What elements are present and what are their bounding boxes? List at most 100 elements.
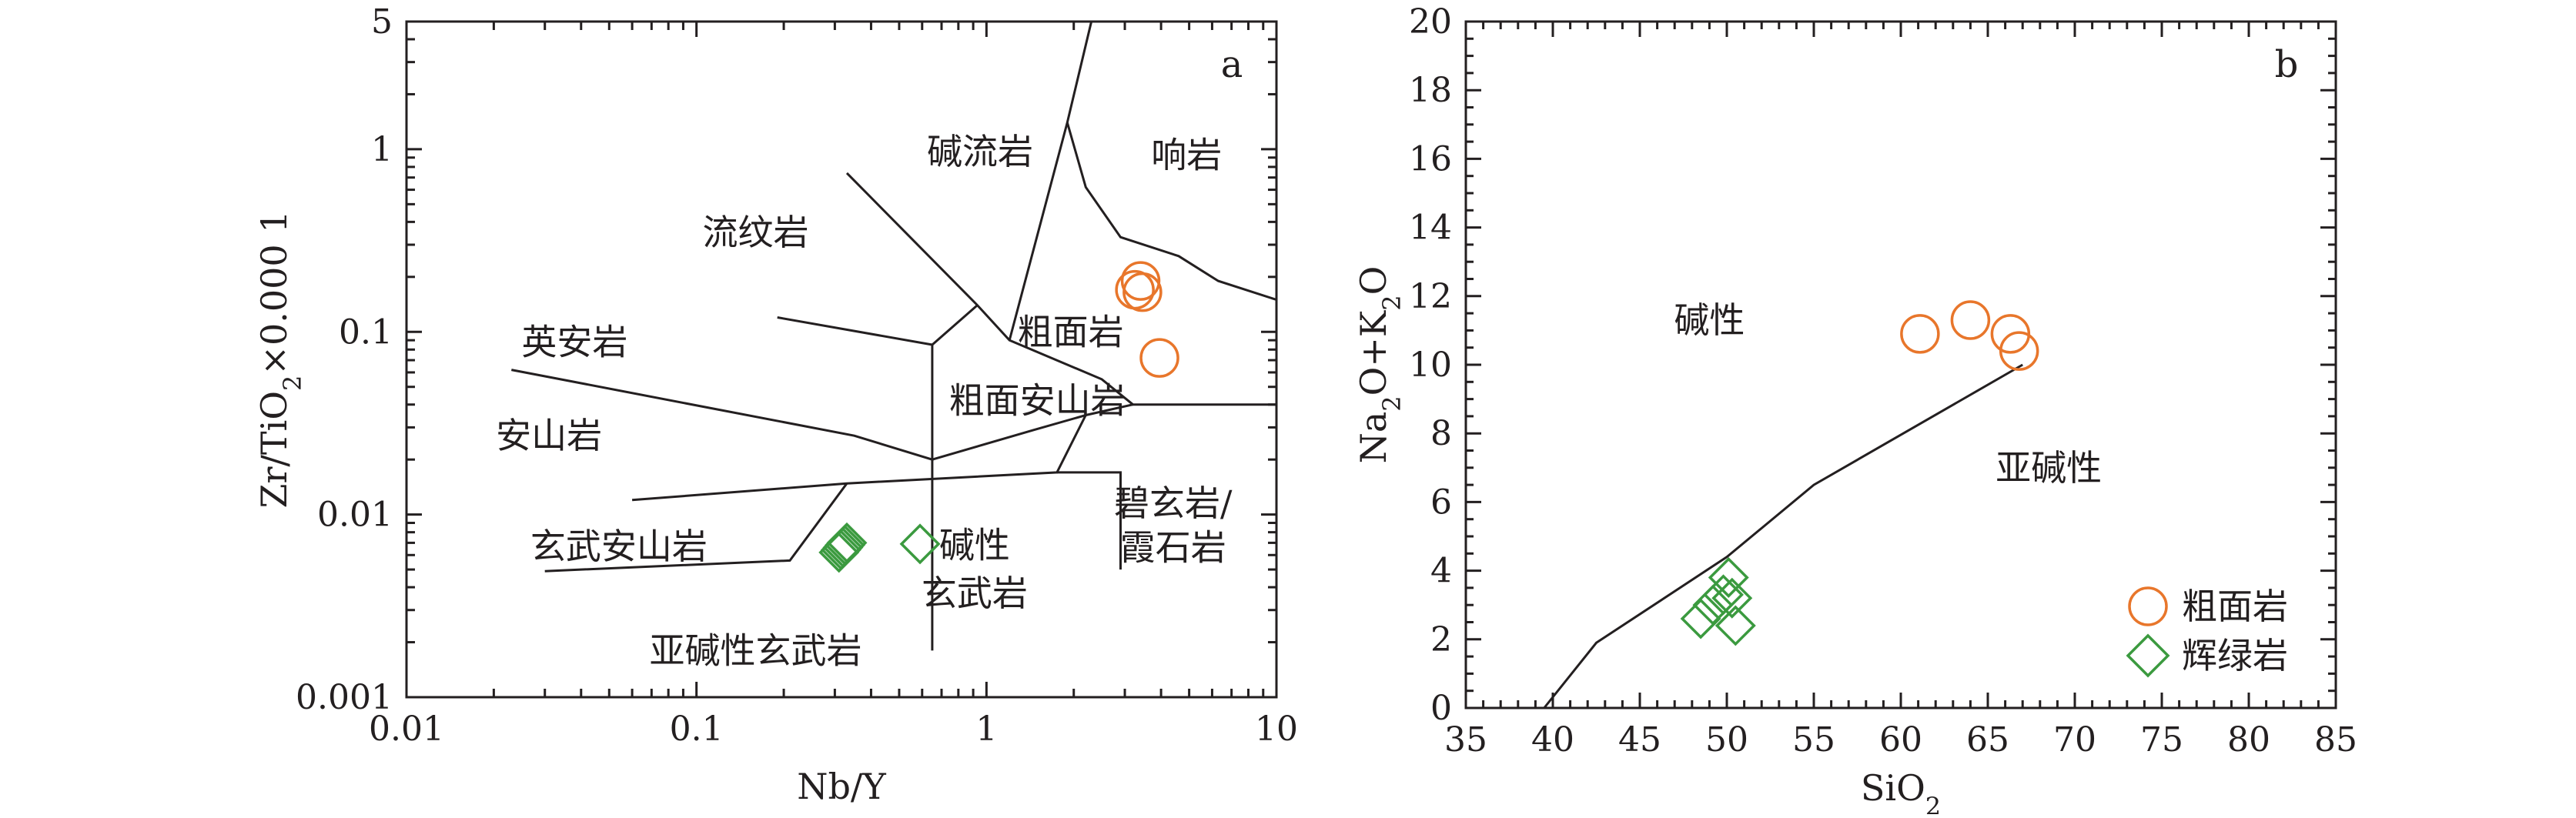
panel-b-alkaline-boundary	[1543, 363, 2023, 709]
panel-b-y-tick-label: 4	[1430, 552, 1452, 591]
panel-b-y-title-sub1: 2	[1377, 396, 1407, 411]
panel-b-x-tick-label: 80	[2227, 720, 2270, 760]
panel-b-diabase-point	[1692, 584, 1734, 626]
panel-a-field-label: 碱性	[939, 524, 1010, 566]
panel-b-y-tick-label: 8	[1430, 414, 1452, 453]
panel-b-x-tick-label: 85	[2314, 720, 2357, 760]
panel-a-trachyte-point	[1120, 261, 1161, 301]
panel-b-y-tick-label: 2	[1430, 620, 1452, 659]
panel-b-x-tick-label: 75	[2140, 720, 2183, 760]
panel-a-x-tick-label: 10	[1255, 709, 1298, 749]
legend-label-trachyte: 粗面岩	[2182, 586, 2288, 627]
panel-b-y-tick-label: 10	[1409, 346, 1452, 385]
panel-b-letter: b	[2275, 43, 2299, 86]
panel-b-x-tick-label: 70	[2053, 720, 2096, 760]
panel-b-x-tick-label: 40	[1531, 720, 1574, 760]
panel-a-ticks	[405, 20, 1278, 699]
panel-b-trachyte-point	[1900, 314, 1940, 354]
panel-a-field-label: 玄武安山岩	[530, 526, 708, 567]
legend-item-diabase: 辉绿岩	[2126, 633, 2288, 678]
panel-a-field-label: 粗面岩	[1018, 311, 1124, 352]
panel-b-chart: 35 40 45 50 55 60 65 70 75 80 8502468101214161820 …	[1353, 2, 2357, 818]
panel-a-y-title-pre: Zr/TiO	[253, 391, 295, 509]
panel-b-y-tick-label: 18	[1409, 71, 1452, 110]
panel-b-y-axis-title: Na2O+K2O	[1353, 266, 1407, 464]
panel-a-field-label: 玄武岩	[922, 573, 1028, 614]
panel-b-x-tick-label: 55	[1792, 720, 1835, 760]
panel-b-x-title-sub: 2	[1925, 792, 1941, 814]
panel-a-y-tick-label: 1	[371, 130, 393, 169]
panel-b-diabase-point	[1680, 598, 1721, 639]
panel-a-field-label: 霞石岩	[1120, 526, 1226, 568]
panel-b-tick-labels: 35 40 45 50 55 60 65 70 75 80 85 0 2 4 6 8 10 12 14 16 18 20	[1409, 2, 2357, 760]
panel-b-field-label: 亚碱性	[1996, 447, 2102, 489]
panel-a-field-boundary-line	[777, 304, 979, 346]
panel-a-field-label: 安山岩	[496, 415, 602, 456]
panel-a-x-tick-label: 1	[975, 709, 997, 749]
panel-b-x-axis-title: SiO2	[1861, 767, 1941, 814]
legend-diamond-marker	[2126, 633, 2170, 678]
panel-a-field-label: 流纹岩	[703, 212, 809, 253]
panel-a-x-axis-title: Nb/Y	[797, 766, 886, 807]
panel-a-y-tick-label: 0.1	[339, 312, 393, 352]
legend: 粗面岩 辉绿岩	[2126, 586, 2288, 678]
panel-b-ticks	[1464, 20, 2337, 709]
panel-a-field-boundaries	[511, 21, 1277, 651]
legend-item-trachyte: 粗面岩	[2128, 586, 2288, 627]
panel-b-diabase-point	[1708, 557, 1749, 598]
panel-b-diabase-point	[1715, 605, 1756, 646]
panel-a-y-tick-label: 0.001	[296, 678, 393, 717]
legend-circle-marker	[2128, 586, 2168, 626]
panel-a-field-boundary-line	[544, 482, 848, 573]
panel-a-x-tick-label: 0.01	[369, 709, 444, 749]
panel-a-letter: a	[1221, 43, 1243, 86]
panel-a-trachyte-point	[1139, 338, 1179, 378]
panel-a-field-boundary-line	[845, 172, 1276, 406]
panel-b-x-tick-label: 35	[1444, 720, 1487, 760]
panel-b-diabase-point	[1711, 577, 1753, 619]
panel-b-y-tick-label: 14	[1409, 209, 1452, 248]
panel-b-y-tick-label: 20	[1409, 2, 1452, 42]
panel-b-trachyte-point	[1950, 300, 1991, 340]
panel-b-y-title-post: O	[1353, 266, 1394, 295]
panel-a-x-tick-label: 0.1	[670, 709, 724, 749]
panel-a-diabase-point	[899, 523, 941, 565]
panel-a-trachyte-point	[1115, 269, 1155, 310]
panel-a-field-label: 亚碱性玄武岩	[650, 629, 862, 671]
panel-a-y-title-sub: 2	[278, 376, 307, 391]
panel-b-field-label: 碱性	[1674, 299, 1745, 341]
panel-b-y-title-mid: O+K	[1353, 309, 1394, 396]
panel-a-field-boundary-line	[1056, 471, 1122, 570]
panel-a-field-boundary-line	[631, 414, 1087, 502]
panel-b-x-tick-label: 50	[1705, 720, 1748, 760]
panel-a-y-axis-title: Zr/TiO2×0.000 1	[253, 210, 307, 508]
panel-a-field-label: 响岩	[1151, 134, 1222, 175]
panel-b-y-title-pre: Na	[1353, 412, 1394, 464]
panel-b-y-tick-label: 6	[1430, 482, 1452, 522]
legend-label-diabase: 辉绿岩	[2182, 635, 2288, 676]
panel-b-x-tick-label: 45	[1618, 720, 1661, 760]
panel-a-data-points	[818, 261, 1179, 573]
panel-a-y-tick-label: 0.01	[317, 496, 393, 535]
panel-b-data-points	[1680, 300, 2039, 646]
panel-b-y-tick-label: 16	[1409, 139, 1452, 179]
panel-b-x-title-pre: SiO	[1861, 767, 1925, 809]
panel-b-x-tick-label: 60	[1879, 720, 1922, 760]
panel-a-field-label: 碱流岩	[927, 131, 1033, 172]
panel-a-field-label: 碧玄岩/	[1114, 482, 1233, 524]
panel-a-diabase-point	[825, 524, 865, 566]
panel-a-field-label: 粗面安山岩	[949, 380, 1126, 422]
panel-a-y-title-post: ×0.000 1	[253, 210, 295, 375]
panel-a-field-boundary-line	[932, 403, 1133, 461]
panel-b-y-tick-label: 12	[1409, 277, 1452, 316]
panel-a-trachyte-point	[1122, 272, 1163, 312]
panel-b-x-tick-label: 65	[1966, 720, 2009, 760]
panel-a-y-tick-label: 5	[371, 2, 393, 42]
panel-a-field-boundary-line	[1066, 122, 1277, 301]
panel-a-field-boundary-line	[1008, 21, 1093, 341]
